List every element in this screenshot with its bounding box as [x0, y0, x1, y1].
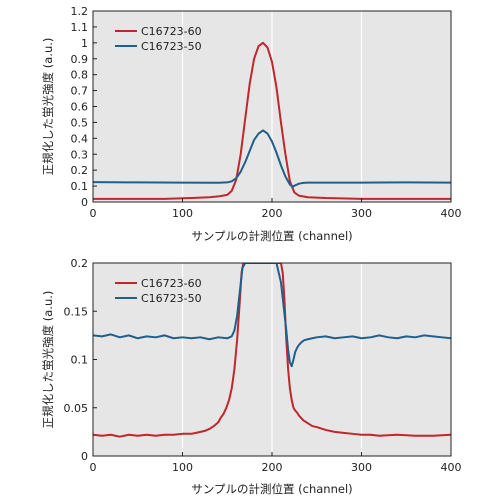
- y-tick-label: 1: [81, 37, 88, 50]
- y-tick-label: 0.8: [71, 69, 89, 82]
- x-tick-label: 0: [90, 461, 97, 474]
- y-tick-label: 0.2: [71, 164, 89, 177]
- y-tick-label: 0.15: [64, 305, 89, 318]
- series-line-C16723-50: [93, 263, 451, 368]
- y-tick-label: 0: [81, 450, 88, 463]
- y-tick-label: 0.9: [71, 53, 89, 66]
- y-tick-label: 0.5: [71, 116, 89, 129]
- chart-top: 0 100 200 300 400 0 0.1 0.2 0.3 0.4 0.5 0.6 0.7 0.8 0.…: [41, 5, 462, 243]
- x-tick-label: 200: [262, 207, 283, 220]
- legend-label: C16723-60: [141, 25, 202, 38]
- legend-label: C16723-50: [141, 292, 202, 305]
- chart-bottom: 0 100 200 300 400 0 0.05 0.1 0.15 0.2 サンプルの計測位置 (c…: [41, 257, 462, 496]
- x-tick-label: 400: [441, 461, 462, 474]
- y-axis-title: 正規化した蛍光強度 (a.u.): [41, 291, 55, 429]
- series-line-C16723-50: [93, 129, 451, 188]
- x-tick-label: 100: [172, 461, 193, 474]
- series-line-C16723-60: [93, 263, 451, 438]
- y-axis-title: 正規化した蛍光強度 (a.u.): [41, 38, 55, 176]
- y-tick-label: 0.2: [71, 257, 89, 270]
- x-axis-title: サンプルの計測位置 (channel): [191, 229, 352, 243]
- y-tick-label: 1.1: [71, 21, 89, 34]
- x-tick-label: 200: [262, 461, 283, 474]
- x-axis-title: サンプルの計測位置 (channel): [191, 482, 352, 496]
- y-tick-label: 0.1: [71, 180, 89, 193]
- y-tick-label: 0.3: [71, 148, 89, 161]
- y-tick-label: 0.05: [64, 402, 89, 415]
- x-tick-label: 300: [351, 207, 372, 220]
- legend-label: C16723-50: [141, 40, 202, 53]
- y-tick-label: 0.7: [71, 85, 89, 98]
- y-tick-label: 1.2: [71, 5, 89, 18]
- y-tick-label: 0.4: [71, 132, 89, 145]
- y-tick-label: 0.6: [71, 101, 89, 114]
- y-tick-label: 0: [81, 196, 88, 209]
- x-tick-label: 0: [90, 207, 97, 220]
- x-tick-label: 100: [172, 207, 193, 220]
- y-tick-label: 0.1: [71, 354, 89, 367]
- series-line-C16723-60: [93, 41, 451, 200]
- legend-label: C16723-60: [141, 277, 202, 290]
- x-tick-label: 300: [351, 461, 372, 474]
- x-tick-label: 400: [441, 207, 462, 220]
